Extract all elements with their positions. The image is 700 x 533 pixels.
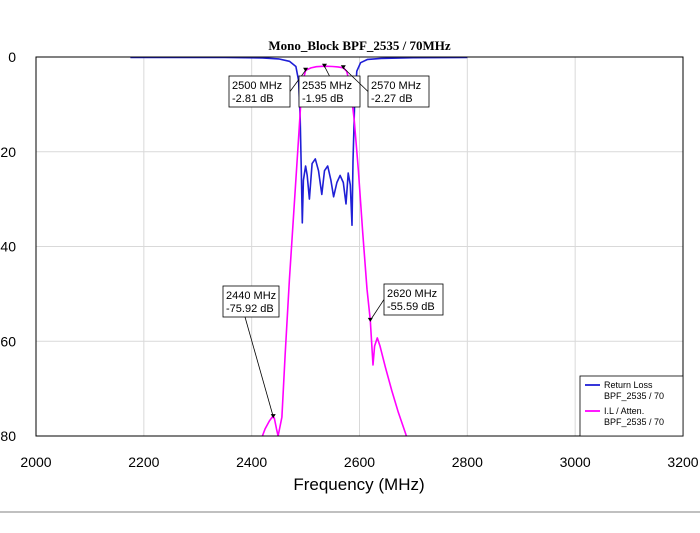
x-axis-label: Frequency (MHz)	[293, 475, 424, 494]
annotation-box	[222, 285, 280, 318]
x-tick-label: 2800	[452, 454, 483, 470]
legend-entry-subname: BPF_2535 / 70	[604, 417, 664, 427]
annotation-frequency: 2440 MHz	[226, 290, 276, 302]
x-tick-label: 3200	[667, 454, 698, 470]
annotation-level: -55.59 dB	[387, 301, 435, 313]
annotation-box	[367, 75, 430, 108]
annotation-leader-line	[289, 70, 306, 92]
x-tick-label: 2600	[344, 454, 375, 470]
annotation-leader-line	[343, 67, 369, 92]
legend-entry-subname: BPF_2535 / 70	[604, 391, 664, 401]
y-tick-label: 0	[8, 49, 16, 65]
marker-annotation: 2500 MHz-2.81 dB	[228, 67, 309, 108]
legend-entry-name: Return Loss	[604, 380, 653, 390]
marker-point	[270, 414, 276, 419]
grid	[36, 57, 683, 436]
chart-title: Mono_Block BPF_2535 / 70MHz	[268, 38, 451, 53]
marker-annotation: 2570 MHz-2.27 dB	[340, 65, 430, 108]
annotation-level: -2.27 dB	[371, 93, 413, 105]
annotation-frequency: 2535 MHz	[302, 80, 352, 92]
annotation-leader-line	[369, 299, 385, 321]
axes-labels: 2000 2200 2400 2600 2800 3000 3200 0 20 40 60 80	[0, 49, 698, 470]
annotation-frequency: 2500 MHz	[232, 80, 282, 92]
marker-annotation: 2440 MHz-75.92 dB	[222, 285, 280, 419]
annotation-leader-line	[244, 316, 274, 417]
marker-point	[367, 317, 373, 322]
x-tick-label: 2400	[236, 454, 267, 470]
annotation-frequency: 2620 MHz	[387, 288, 437, 300]
insertion-loss-series-line	[261, 65, 408, 436]
marker-point	[340, 65, 346, 70]
y-tick-label: 20	[0, 144, 16, 160]
legend-box	[579, 375, 684, 437]
x-tick-label: 2000	[20, 454, 51, 470]
annotation-level: -2.81 dB	[232, 93, 274, 105]
x-tick-label: 2200	[128, 454, 159, 470]
annotation-box	[228, 75, 291, 108]
marker-point	[321, 63, 327, 68]
annotation-box	[383, 283, 444, 316]
x-tick-label: 3000	[560, 454, 591, 470]
annotation-leader-line	[324, 66, 330, 77]
marker-annotation: 2620 MHz-55.59 dB	[367, 283, 444, 322]
y-tick-label: 40	[0, 239, 16, 255]
y-tick-label: 60	[0, 333, 16, 349]
marker-annotation: 2535 MHz-1.95 dB	[298, 63, 361, 108]
annotation-box	[298, 75, 361, 108]
annotation-frequency: 2570 MHz	[371, 80, 421, 92]
legend-entry-name: I.L / Atten.	[604, 406, 644, 416]
plot-frame	[35, 56, 684, 437]
marker-point	[303, 67, 309, 72]
y-tick-label: 80	[0, 428, 16, 444]
annotation-level: -1.95 dB	[302, 93, 344, 105]
annotation-level: -75.92 dB	[226, 303, 274, 315]
